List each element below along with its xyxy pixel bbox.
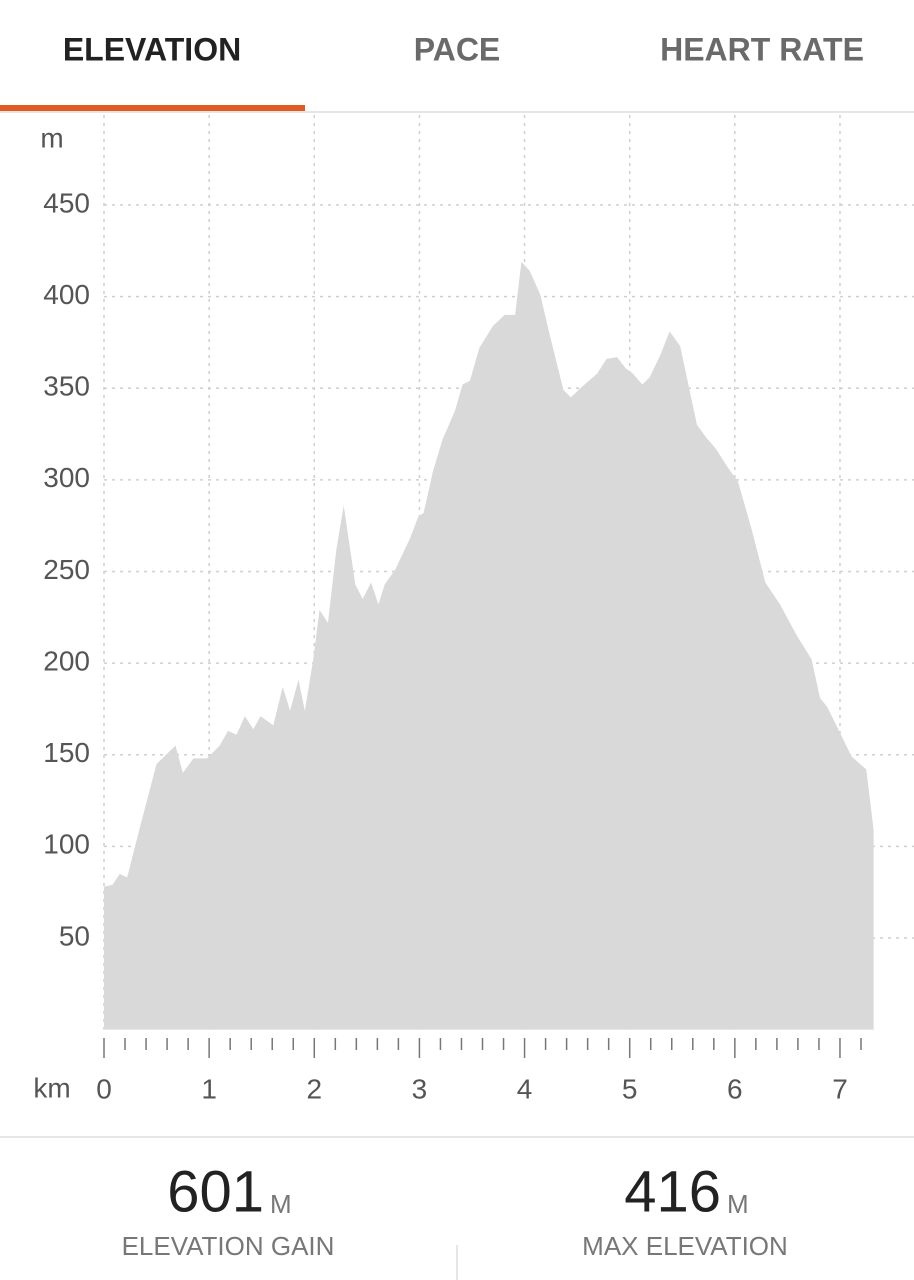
stat-unit: M bbox=[727, 1189, 749, 1219]
y-tick-label: 400 bbox=[43, 279, 90, 310]
y-tick-label: 250 bbox=[43, 554, 90, 585]
tab-indicator bbox=[0, 105, 305, 111]
tab[interactable]: PACE bbox=[414, 31, 501, 67]
y-tick-label: 150 bbox=[43, 737, 90, 768]
y-tick-label: 350 bbox=[43, 371, 90, 402]
x-tick-label: 4 bbox=[517, 1073, 533, 1104]
y-tick-label: 450 bbox=[43, 187, 90, 218]
x-tick-label: 5 bbox=[622, 1073, 638, 1104]
x-tick-label: 1 bbox=[201, 1073, 217, 1104]
y-unit: m bbox=[40, 122, 63, 153]
x-tick-label: 0 bbox=[96, 1073, 112, 1104]
tab[interactable]: HEART RATE bbox=[660, 31, 864, 67]
x-unit: km bbox=[33, 1072, 70, 1103]
y-tick-label: 200 bbox=[43, 645, 90, 676]
stat-label: MAX ELEVATION bbox=[582, 1231, 788, 1261]
tab[interactable]: ELEVATION bbox=[63, 31, 241, 67]
x-tick-label: 3 bbox=[412, 1073, 428, 1104]
x-tick-label: 6 bbox=[727, 1073, 743, 1104]
y-tick-label: 300 bbox=[43, 462, 90, 493]
y-tick-label: 50 bbox=[59, 920, 90, 951]
y-tick-label: 100 bbox=[43, 829, 90, 860]
elevation-area bbox=[104, 261, 874, 1030]
stat-value: 601 bbox=[167, 1159, 264, 1224]
stat-value: 416 bbox=[624, 1159, 721, 1224]
x-tick-label: 2 bbox=[306, 1073, 322, 1104]
stat-label: ELEVATION GAIN bbox=[122, 1231, 335, 1261]
x-tick-label: 7 bbox=[832, 1073, 848, 1104]
stat-unit: M bbox=[270, 1189, 292, 1219]
